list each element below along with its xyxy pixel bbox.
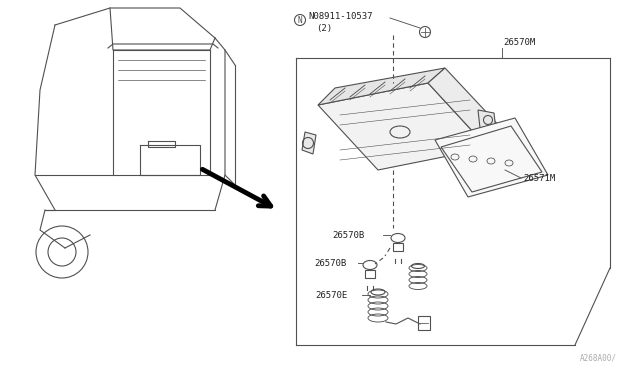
Bar: [393, 243, 403, 251]
Polygon shape: [318, 83, 488, 170]
Text: 26570M: 26570M: [503, 38, 535, 46]
Text: 26570B: 26570B: [332, 231, 364, 240]
Text: A268A00/: A268A00/: [580, 353, 617, 362]
Polygon shape: [318, 68, 445, 105]
Text: 26570B: 26570B: [314, 259, 346, 267]
Text: N: N: [298, 16, 302, 25]
Text: (2): (2): [316, 23, 332, 32]
Polygon shape: [435, 118, 548, 197]
Text: 26570E: 26570E: [315, 291, 348, 299]
Bar: [418, 316, 430, 330]
Polygon shape: [428, 68, 505, 148]
Bar: [365, 270, 375, 278]
Polygon shape: [302, 132, 316, 154]
Polygon shape: [478, 110, 496, 130]
Text: N08911-10537: N08911-10537: [308, 12, 372, 20]
Text: 26571M: 26571M: [523, 173, 556, 183]
